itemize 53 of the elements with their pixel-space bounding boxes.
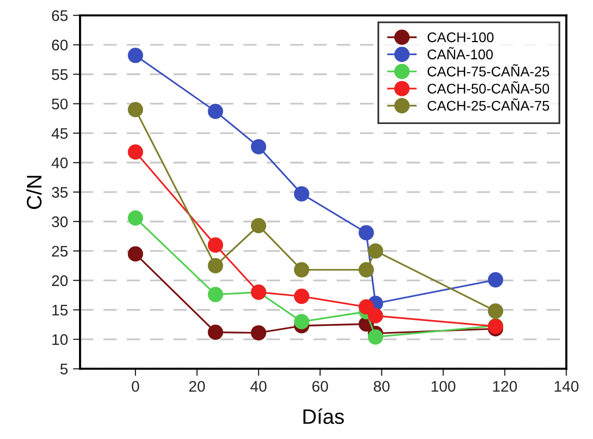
- legend-label: CACH-100: [428, 32, 494, 42]
- x-tick-label: 60: [312, 380, 328, 392]
- y-tick-label: 45: [52, 128, 68, 139]
- point: [368, 329, 384, 345]
- y-tick-label: 20: [52, 275, 68, 286]
- legend-label: CACH-50-CAÑA-50: [428, 81, 550, 94]
- x-tick-label: 140: [554, 380, 578, 392]
- x-axis-title: Días: [303, 408, 344, 424]
- y-tick-label: 35: [52, 186, 68, 198]
- point: [294, 288, 310, 304]
- point: [128, 246, 144, 262]
- x-tick-label: 0: [132, 380, 140, 392]
- y-tick-label: 25: [52, 246, 68, 257]
- point: [128, 48, 144, 64]
- point: [294, 314, 310, 330]
- x-tick-label: 80: [374, 380, 390, 392]
- y-axis-title: C/N: [26, 176, 42, 209]
- y-tick-label: 15: [52, 304, 68, 316]
- legend-label: CACH-75-CAÑA-25: [428, 64, 550, 76]
- y-tick-label: 55: [52, 69, 68, 80]
- y-tick-label: 50: [52, 98, 68, 110]
- y-tick-label: 5: [60, 364, 68, 374]
- point: [368, 243, 384, 259]
- x-tick-label: 40: [250, 380, 266, 392]
- point: [488, 272, 504, 288]
- point: [128, 210, 144, 226]
- y-tick-label: 65: [52, 10, 68, 22]
- x-tick-label: 100: [432, 380, 456, 392]
- point: [250, 325, 266, 340]
- point: [208, 286, 224, 302]
- x-tick-label: 20: [189, 380, 205, 392]
- y-tick-label: 10: [52, 334, 68, 345]
- y-tick-label: 40: [52, 157, 68, 168]
- point: [128, 102, 144, 118]
- point: [294, 186, 310, 202]
- point: [294, 262, 310, 278]
- point: [250, 139, 266, 154]
- point: [368, 308, 384, 324]
- point: [488, 303, 504, 319]
- point: [128, 144, 144, 160]
- point: [250, 218, 266, 234]
- point: [358, 225, 374, 240]
- legend-label: CAÑA-100: [428, 47, 493, 60]
- point: [208, 324, 224, 340]
- x-tick-label: 120: [493, 380, 517, 392]
- y-tick-label: 30: [52, 216, 68, 228]
- legend-label: CACH-25-CAÑA-75: [428, 98, 550, 111]
- point: [358, 299, 374, 315]
- y-tick-label: 60: [52, 40, 68, 50]
- point: [208, 237, 224, 253]
- point: [208, 104, 224, 120]
- point: [208, 258, 224, 274]
- point: [358, 262, 374, 278]
